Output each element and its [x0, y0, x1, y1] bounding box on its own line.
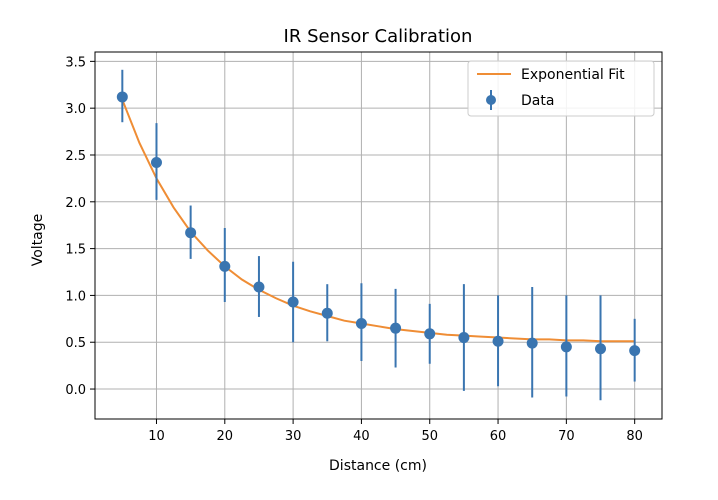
y-tick-label: 2.5 [65, 149, 86, 164]
data-point [355, 318, 367, 330]
data-point [424, 328, 436, 340]
y-tick-label: 3.0 [65, 102, 86, 117]
chart-title: IR Sensor Calibration [284, 26, 473, 47]
y-axis-title: Voltage [30, 214, 46, 267]
legend-data-label: Data [521, 93, 554, 109]
data-point [560, 341, 572, 353]
x-tick-label: 60 [490, 429, 507, 444]
x-tick-label: 40 [353, 429, 370, 444]
data-point [492, 335, 504, 347]
data-point [185, 227, 197, 239]
y-tick-label: 0.5 [65, 336, 86, 351]
fit-series [121, 99, 635, 343]
x-tick-label: 70 [558, 429, 575, 444]
data-point [116, 91, 128, 103]
x-axis-ticks: 10 20 30 40 50 60 70 80 [148, 419, 643, 444]
y-tick-label: 1.5 [65, 243, 86, 258]
data-point [287, 296, 299, 308]
legend-box [467, 60, 655, 117]
y-tick-label: 3.5 [65, 55, 86, 70]
x-tick-label: 20 [217, 429, 234, 444]
data-point [458, 332, 470, 344]
x-axis-title: Distance (cm) [329, 458, 427, 474]
plot-frame [94, 51, 663, 420]
legend-data-marker-swatch [486, 95, 496, 105]
data-point [150, 156, 162, 168]
data-point [321, 307, 333, 319]
data-point [219, 260, 231, 272]
x-tick-label: 80 [626, 429, 643, 444]
y-axis-ticks: 0.0 0.5 1.0 1.5 2.0 2.5 3.0 3.5 [65, 55, 95, 398]
x-tick-label: 50 [421, 429, 438, 444]
data-point [629, 345, 641, 357]
data-point [253, 281, 265, 293]
y-tick-label: 1.0 [65, 289, 86, 304]
y-tick-label: 2.0 [65, 196, 86, 211]
data-point [595, 343, 607, 355]
y-tick-label: 0.0 [65, 383, 86, 398]
fit-line [121, 99, 635, 343]
legend: Exponential Fit Data [467, 60, 655, 117]
data-series [116, 69, 641, 401]
x-tick-label: 10 [148, 429, 165, 444]
legend-fit-label: Exponential Fit [521, 67, 625, 83]
x-tick-label: 30 [285, 429, 302, 444]
data-point [526, 337, 538, 349]
data-point [390, 322, 402, 334]
